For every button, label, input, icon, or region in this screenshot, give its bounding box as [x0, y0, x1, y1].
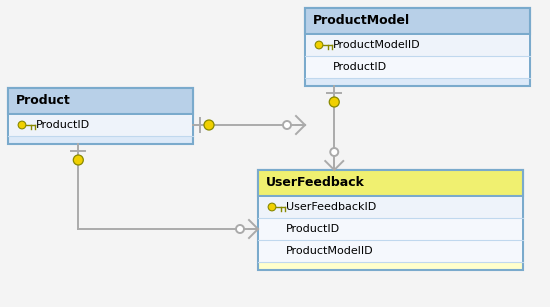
- Circle shape: [315, 41, 323, 49]
- Text: Product: Product: [16, 95, 71, 107]
- Circle shape: [204, 120, 214, 130]
- Text: ProductID: ProductID: [36, 120, 90, 130]
- Bar: [9, 115, 192, 135]
- Bar: [259, 240, 522, 262]
- Text: ProductID: ProductID: [333, 62, 387, 72]
- Bar: [306, 34, 529, 56]
- Bar: [305, 8, 530, 34]
- Circle shape: [268, 203, 276, 211]
- Circle shape: [236, 225, 244, 233]
- Text: ProductModelID: ProductModelID: [286, 246, 373, 256]
- Bar: [259, 219, 522, 239]
- Text: UserFeedback: UserFeedback: [266, 177, 365, 189]
- Circle shape: [283, 121, 291, 129]
- Bar: [306, 56, 529, 77]
- Circle shape: [73, 155, 83, 165]
- Bar: [258, 170, 523, 270]
- Text: UserFeedbackID: UserFeedbackID: [286, 202, 376, 212]
- Circle shape: [329, 97, 339, 107]
- Text: ProductModelID: ProductModelID: [333, 40, 421, 50]
- Circle shape: [330, 148, 338, 156]
- Text: ProductID: ProductID: [286, 224, 340, 234]
- Bar: [258, 170, 523, 196]
- Text: ProductModel: ProductModel: [313, 14, 410, 28]
- Circle shape: [18, 121, 26, 129]
- Bar: [8, 88, 193, 144]
- Bar: [8, 88, 193, 114]
- Bar: [305, 8, 530, 86]
- Bar: [259, 196, 522, 217]
